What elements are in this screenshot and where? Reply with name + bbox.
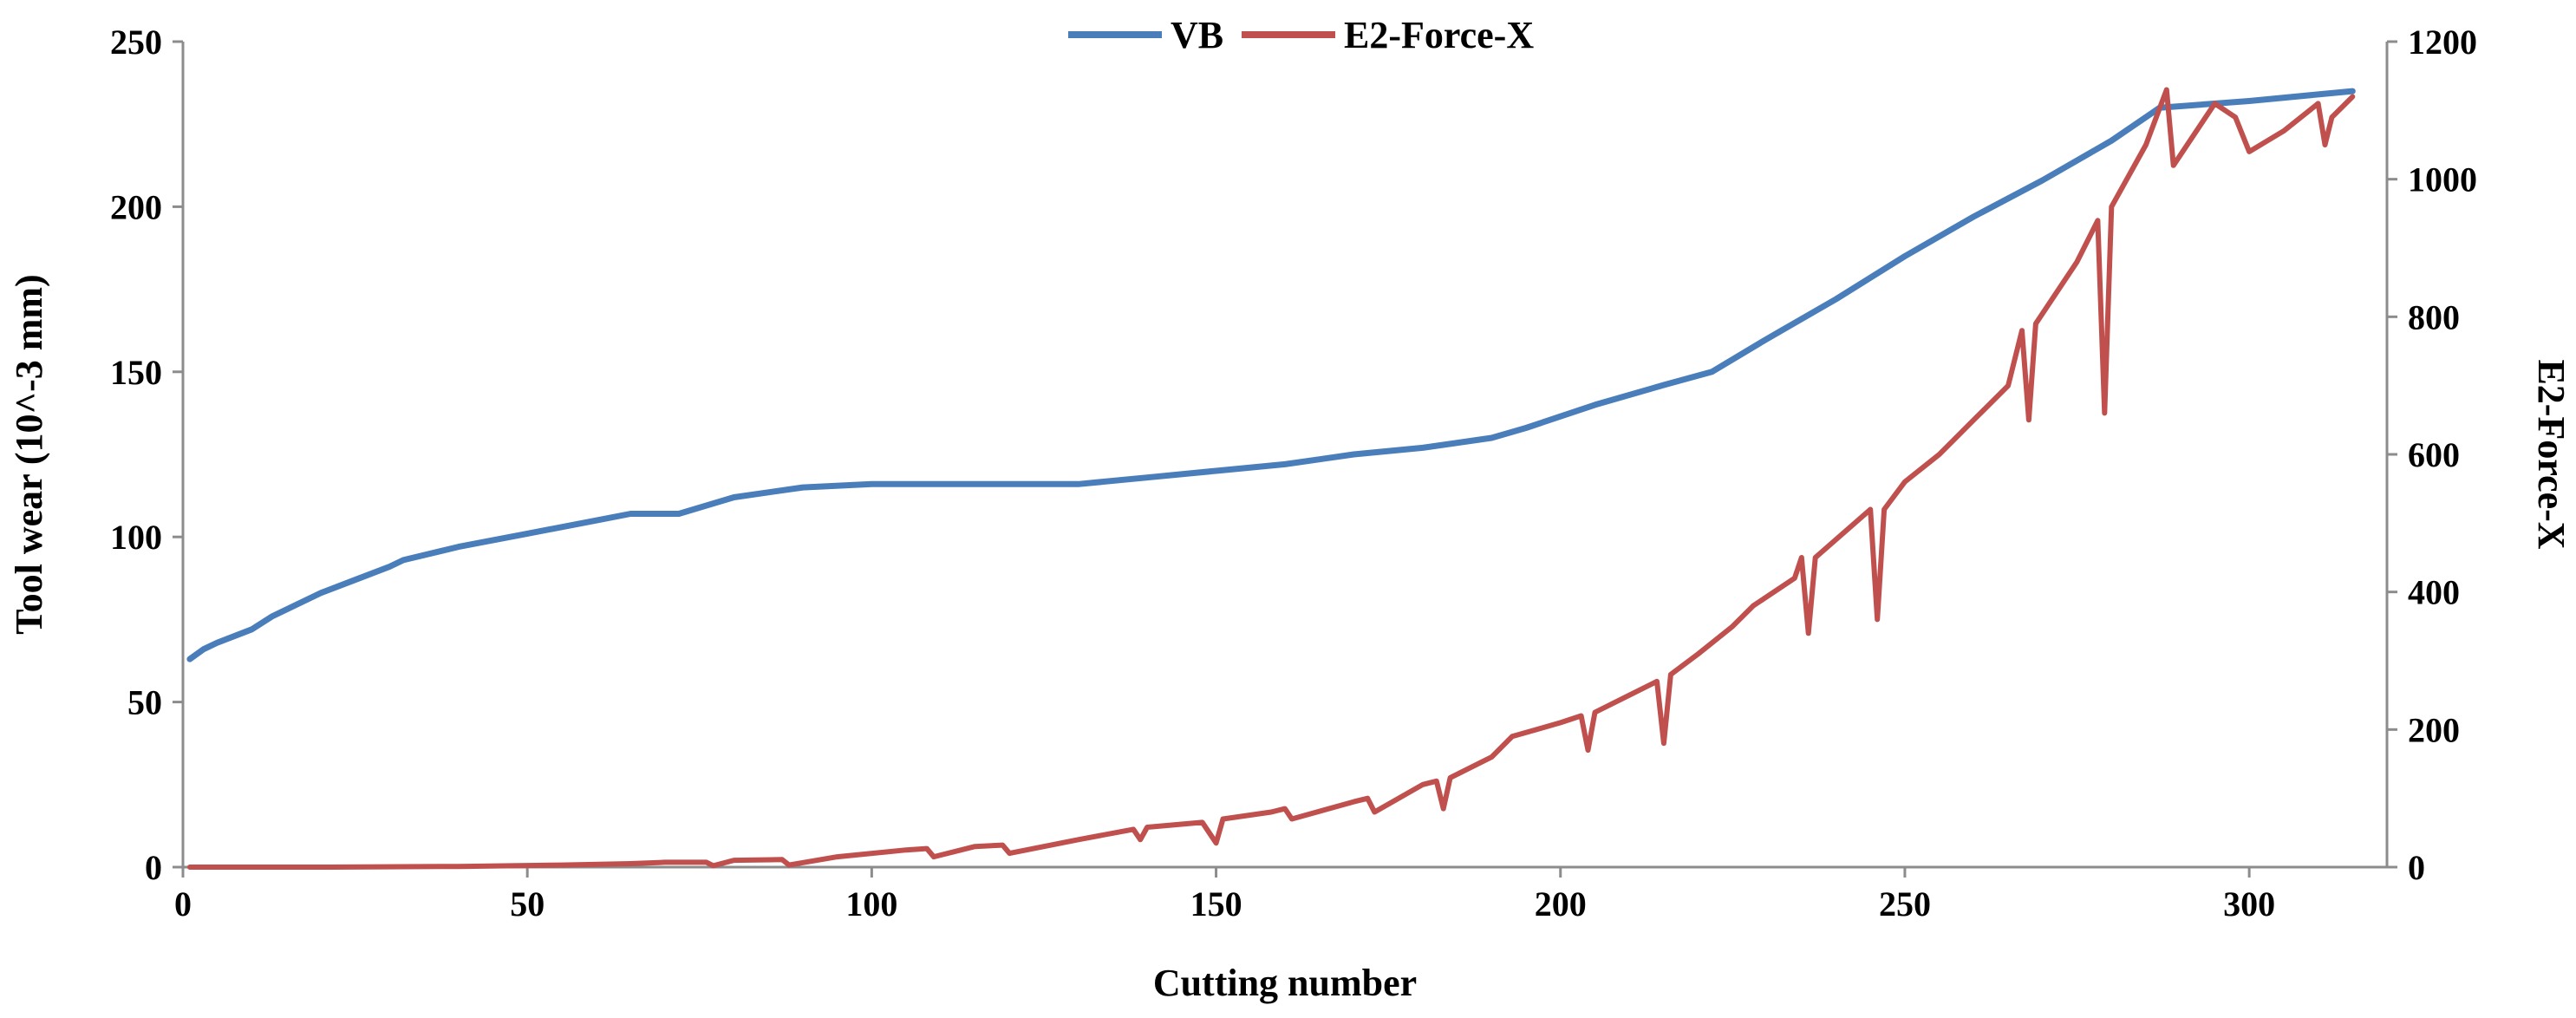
y-right-tick-label: 1200 (2408, 23, 2477, 62)
series-line-vb (186, 88, 2356, 662)
legend: VB E2-Force-X (1068, 14, 1534, 56)
x-tick-label: 50 (510, 884, 545, 923)
y-left-tick-label: 150 (110, 353, 162, 392)
series-layer (186, 87, 2356, 870)
x-tick-label: 250 (1879, 884, 1931, 923)
y-left-tick-label: 100 (110, 518, 162, 557)
y-left-tick-label: 250 (110, 23, 162, 62)
x-tick-label: 200 (1535, 884, 1587, 923)
x-tick-label: 0 (174, 884, 192, 923)
y-right-tick-label: 400 (2408, 573, 2460, 612)
y-right-tick-label: 600 (2408, 435, 2460, 474)
y-axis-right-title: E2-Force-X (2530, 359, 2573, 549)
y-right-tick-label: 1000 (2408, 160, 2477, 199)
x-tick-label: 100 (845, 884, 897, 923)
series-line-e2-force-x (186, 87, 2356, 870)
y-right-tick-label: 200 (2408, 710, 2460, 749)
x-axis-title: Cutting number (1153, 962, 1417, 1004)
y-left-tick-label: 50 (127, 683, 162, 722)
x-tick-label: 300 (2223, 884, 2275, 923)
y-axis-right-ticks: 0 200 400 600 800 1000 1200 (2387, 23, 2477, 887)
y-right-tick-label: 800 (2408, 297, 2460, 336)
y-left-tick-label: 200 (110, 187, 162, 226)
x-tick-label: 150 (1190, 884, 1242, 923)
y-left-tick-label: 0 (145, 848, 162, 887)
legend-label-e2-force-x: E2-Force-X (1344, 14, 1534, 56)
legend-label-vb: VB (1171, 14, 1223, 56)
y-axis-left-ticks: 0 50 100 150 200 250 (110, 23, 183, 887)
x-axis-ticks: 0 50 100 150 200 250 300 (174, 867, 2275, 923)
y-axis-left-title: Tool wear (10^-3 mm) (8, 274, 50, 634)
y-right-tick-label: 0 (2408, 848, 2425, 887)
